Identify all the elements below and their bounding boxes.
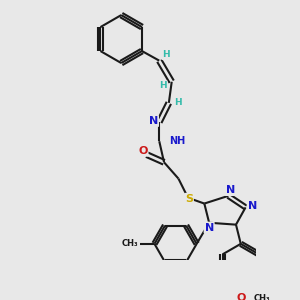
Text: H: H (174, 98, 181, 107)
Text: NH: NH (169, 136, 185, 146)
Text: O: O (236, 293, 245, 300)
Text: H: H (162, 50, 170, 59)
Text: N: N (205, 223, 214, 232)
Text: O: O (138, 146, 148, 156)
Text: CH₃: CH₃ (122, 239, 138, 248)
Text: CH₃: CH₃ (253, 294, 270, 300)
Text: S: S (185, 194, 193, 204)
Text: N: N (149, 116, 158, 126)
Text: N: N (248, 201, 257, 212)
Text: N: N (226, 185, 235, 195)
Text: H: H (159, 81, 167, 90)
